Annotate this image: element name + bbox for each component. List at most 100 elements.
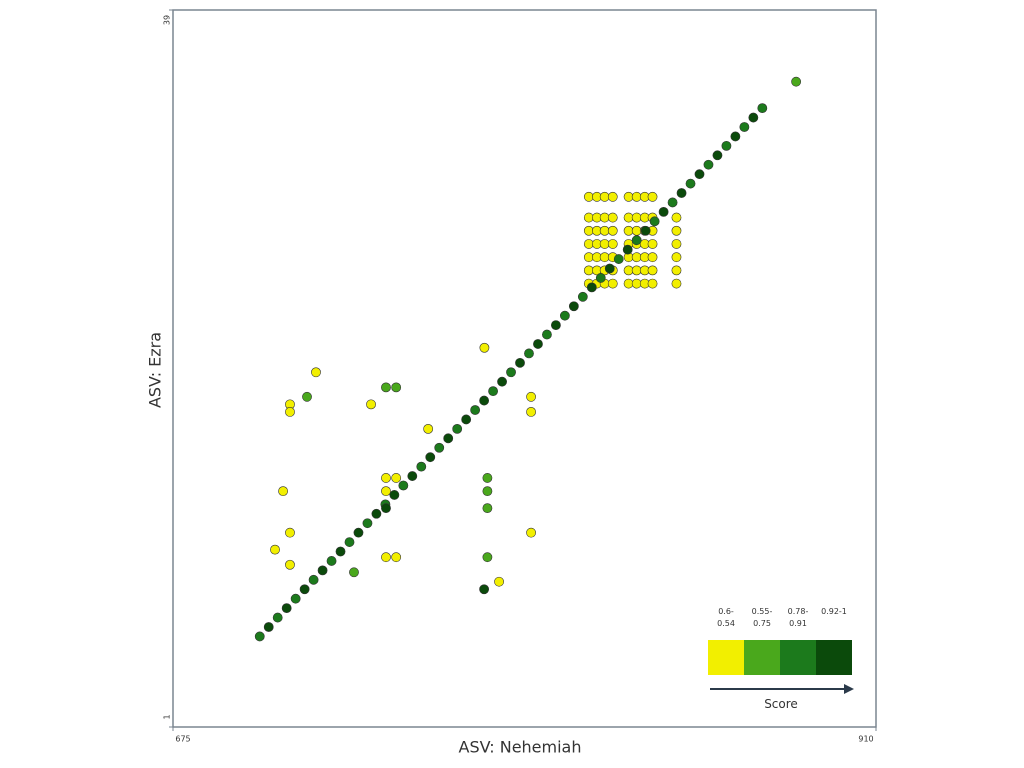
point [524, 348, 534, 359]
point [326, 556, 337, 566]
point [671, 252, 682, 263]
point [308, 574, 319, 585]
point [482, 503, 493, 514]
point [685, 178, 696, 189]
point [285, 559, 295, 570]
point [559, 310, 570, 321]
legend-arrow [708, 683, 854, 695]
point [389, 490, 400, 500]
point [607, 212, 618, 223]
point [416, 461, 427, 472]
point [676, 188, 687, 198]
point [604, 263, 615, 274]
point [703, 159, 714, 170]
point [647, 278, 658, 289]
point [371, 508, 382, 519]
point [281, 603, 292, 614]
point [526, 406, 536, 417]
point [285, 527, 295, 538]
point [381, 473, 391, 483]
point [278, 486, 288, 497]
point [479, 342, 490, 353]
point [391, 473, 402, 483]
point [613, 254, 624, 264]
legend-swatches [708, 640, 854, 675]
series-points [270, 191, 682, 587]
point [349, 567, 359, 578]
point [285, 406, 295, 417]
legend: 0.6-0.54 0.55-0.75 0.78-0.91 0.92-1 Score [708, 606, 854, 711]
series-points [302, 76, 802, 578]
point [479, 395, 490, 406]
point [671, 278, 682, 289]
point [631, 235, 642, 246]
point [344, 537, 355, 547]
legend-swatch [708, 640, 744, 675]
point [721, 140, 732, 151]
y-tick-label: 1 [163, 714, 172, 719]
point [730, 131, 741, 142]
point [482, 486, 493, 497]
point [398, 480, 409, 491]
legend-label: 0.92-1 [821, 607, 847, 616]
point [551, 320, 561, 331]
series-points [254, 103, 768, 642]
point [647, 239, 658, 249]
point [671, 239, 682, 249]
point [452, 423, 463, 434]
point [647, 191, 658, 202]
point [381, 503, 391, 514]
point [443, 433, 454, 444]
point [671, 265, 682, 276]
point [658, 206, 669, 217]
point [381, 486, 391, 497]
point [425, 452, 436, 463]
point [791, 76, 802, 87]
point [671, 225, 682, 236]
point [381, 552, 391, 563]
point [311, 367, 321, 378]
point [526, 391, 536, 402]
y-axis-title: ASV: Ezra [146, 332, 165, 408]
point [739, 122, 750, 132]
point [526, 527, 536, 538]
point [506, 367, 516, 378]
point [533, 339, 543, 349]
point [482, 552, 493, 563]
point [272, 612, 283, 623]
point [461, 414, 472, 425]
legend-label: 0.6-0.54 [717, 607, 735, 628]
point [607, 191, 618, 202]
point [497, 376, 507, 387]
point [391, 552, 402, 563]
legend-swatch [780, 640, 816, 675]
point [647, 252, 658, 263]
legend-title: Score [764, 697, 798, 711]
point [515, 357, 525, 368]
point [479, 584, 490, 595]
point [488, 386, 498, 397]
point [542, 329, 552, 340]
point [470, 405, 481, 415]
point [607, 278, 618, 289]
plot-frame [172, 9, 877, 728]
x-tick-label: 675 [175, 735, 190, 744]
point [317, 565, 328, 576]
point [712, 150, 723, 161]
x-tick-label: 910 [858, 735, 873, 744]
point [254, 631, 265, 642]
point [577, 291, 588, 302]
point [671, 212, 682, 223]
point [595, 273, 606, 283]
point [757, 103, 768, 114]
point [362, 518, 373, 529]
point [434, 442, 445, 453]
point [299, 584, 310, 595]
point [263, 622, 274, 632]
point [640, 225, 651, 236]
point [423, 423, 434, 434]
point [694, 169, 705, 180]
point [381, 382, 391, 393]
